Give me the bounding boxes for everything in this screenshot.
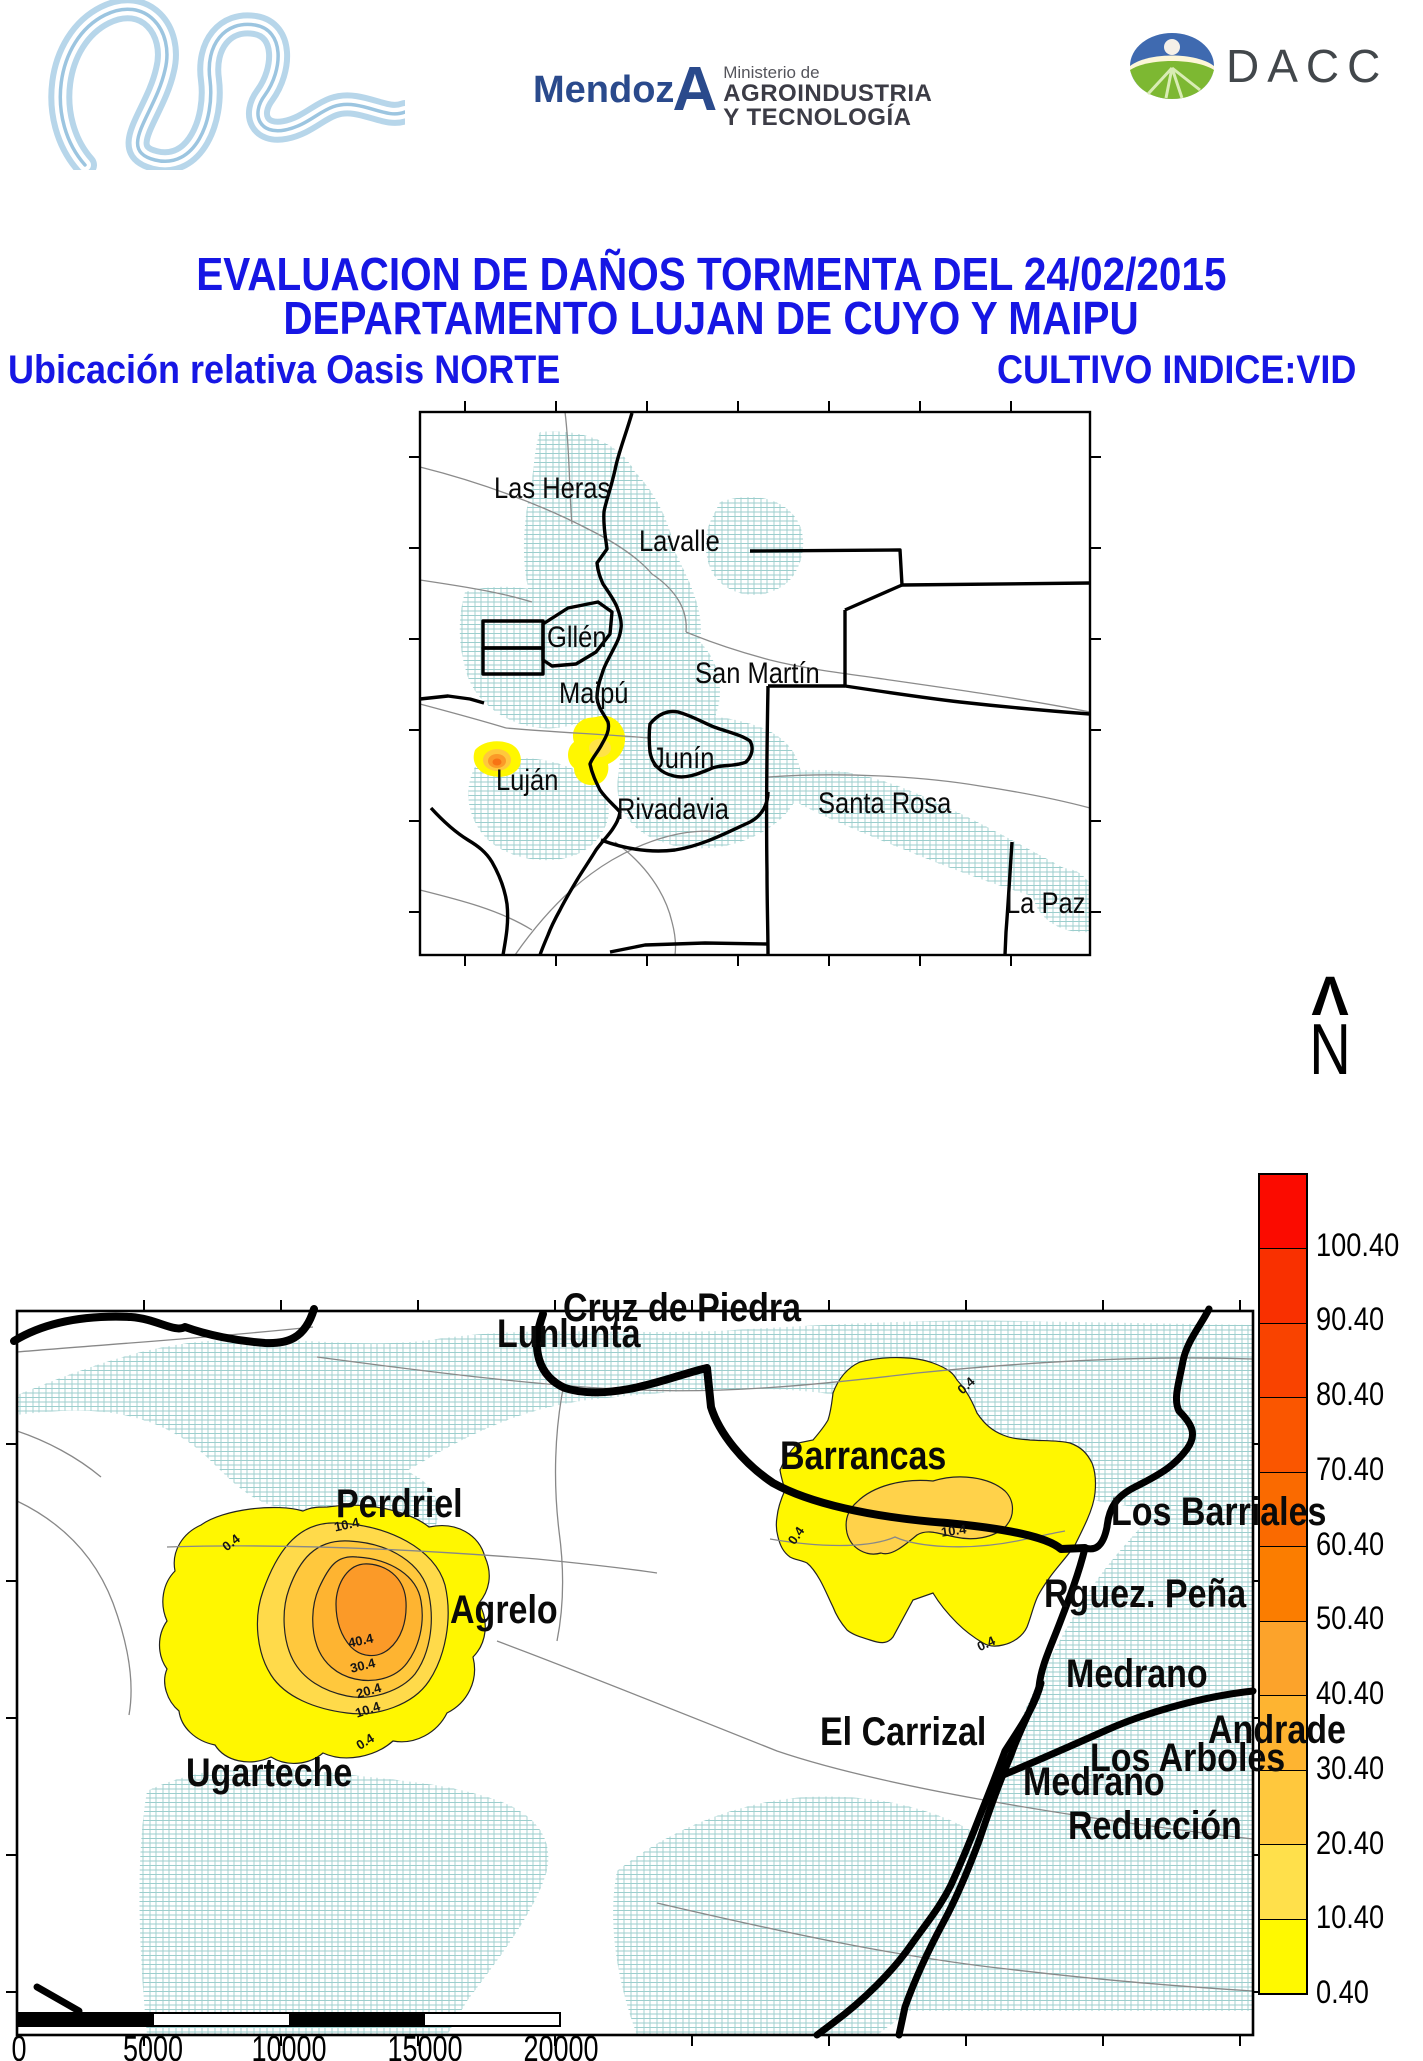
colorbar-tick-80: 80.40 [1316, 1376, 1385, 1412]
colorbar-tick-70: 70.40 [1316, 1451, 1385, 1487]
scalebar-tick-10000: 10000 [251, 2028, 327, 2061]
ministry-small-text: Ministerio de [723, 63, 820, 82]
scalebar-segment [288, 2014, 424, 2025]
region-label-las-heras: Las Heras [494, 472, 611, 505]
place-label-lunlunta: Lunlunta [497, 1312, 641, 1356]
ministry-name-block: Ministerio de AGROINDUSTRIA Y TECNOLOGÍA [723, 55, 932, 130]
colorbar-segment [1260, 1620, 1306, 1696]
scalebar-tick-0: 0 [11, 2028, 27, 2061]
colorbar-tick-50: 50.40 [1316, 1600, 1385, 1636]
place-label-cruz-de-piedra: Cruz de Piedra [563, 1286, 802, 1330]
place-label-perdriel: Perdriel [336, 1482, 463, 1526]
colorbar-segment [1260, 1546, 1306, 1621]
dacc-label: DACC [1226, 40, 1389, 92]
scalebar-tick-15000: 15000 [387, 2028, 463, 2061]
colorbar-tick-30: 30.40 [1316, 1750, 1385, 1786]
mendoza-ministry-logo: Mendoz A Ministerio de AGROINDUSTRIA Y T… [533, 55, 932, 130]
colorbar-tick-60: 60.40 [1316, 1526, 1385, 1562]
region-label-maipu: Maipú [559, 677, 629, 710]
colorbar-tick-100: 100.40 [1316, 1227, 1400, 1263]
contour-label: 10.4 [940, 1521, 968, 1540]
region-label-gllen: Gllén [547, 621, 607, 654]
place-label-medrano-lower: Medrano [1023, 1760, 1165, 1804]
region-label-junin: Junín [652, 742, 715, 775]
scalebar-segment [19, 2014, 154, 2025]
north-arrow-icon: Λ [1311, 964, 1349, 1027]
region-label-san-martin: San Martín [695, 657, 820, 690]
colorbar-segment [1260, 1248, 1306, 1323]
scalebar-segment [423, 2014, 559, 2025]
colorbar-segment [1260, 1695, 1306, 1770]
colorbar-segment [1260, 1844, 1306, 1919]
north-label: N [1309, 1010, 1351, 1090]
scalebar-tick-20000: 20000 [523, 2028, 599, 2061]
place-label-agrelo: Agrelo [450, 1588, 558, 1632]
title-line-1: EVALUACION DE DAÑOS TORMENTA DEL 24/02/2… [196, 248, 1227, 300]
scalebar-segment [153, 2014, 289, 2025]
colorbar-segment [1260, 1471, 1306, 1547]
region-label-rivadavia: Rivadavia [617, 793, 729, 826]
damage-colorbar [1258, 1173, 1308, 1995]
dacc-logo: DACC [1128, 30, 1388, 102]
colorbar-tick-40: 40.40 [1316, 1675, 1385, 1711]
place-label-reduccion: Reducción [1068, 1804, 1242, 1848]
colorbar-tick-20: 20.40 [1316, 1825, 1385, 1861]
colorbar-tick-10: 10.40 [1316, 1899, 1385, 1935]
mendoza-brand-a: A [672, 55, 718, 124]
region-label-lujan: Luján [496, 764, 559, 797]
title-line-2: DEPARTAMENTO LUJAN DE CUYO Y MAIPU [283, 292, 1140, 344]
colorbar-segment [1260, 1769, 1306, 1845]
report-title: EVALUACION DE DAÑOS TORMENTA DEL 24/02/2… [0, 248, 1423, 344]
map-scalebar [17, 2012, 561, 2027]
place-label-rguez-pena: Rguez. Peña [1044, 1572, 1247, 1616]
overview-map [409, 401, 1101, 966]
place-label-andrade: Andrade [1208, 1708, 1346, 1752]
ministry-line1: AGROINDUSTRIA [723, 80, 933, 107]
colorbar-segment [1260, 1918, 1306, 1993]
place-label-el-carrizal: El Carrizal [820, 1710, 987, 1754]
subtitle-right: CULTIVO INDICE:VID [997, 348, 1357, 392]
place-label-ugarteche: Ugarteche [186, 1751, 353, 1795]
main-map [6, 1300, 1264, 2046]
dacc-globe-icon [1130, 33, 1214, 99]
region-label-la-paz: La Paz [1006, 887, 1086, 920]
place-label-los-arboles: Los Arboles [1090, 1736, 1286, 1780]
scalebar-tick-5000: 5000 [122, 2028, 184, 2061]
ministry-line2: Y TECNOLOGÍA [723, 104, 912, 131]
region-label-santa-rosa: Santa Rosa [818, 787, 952, 820]
north-indicator: Λ N [1284, 964, 1376, 1090]
mendoza-brand-text: Mendoz [533, 69, 675, 111]
place-label-los-barriales: Los Barriales [1111, 1490, 1327, 1534]
place-label-barrancas: Barrancas [780, 1434, 947, 1478]
colorbar-tick-90: 90.40 [1316, 1301, 1385, 1337]
place-label-medrano-upper: Medrano [1066, 1652, 1208, 1696]
region-label-lavalle: Lavalle [639, 525, 720, 558]
ribbon-logo [48, 0, 405, 170]
colorbar-segment [1260, 1175, 1306, 1249]
subtitle-left: Ubicación relativa Oasis NORTE [8, 348, 561, 392]
colorbar-segment [1260, 1322, 1306, 1398]
colorbar-segment [1260, 1397, 1306, 1472]
colorbar-tick-0: 0.40 [1316, 1974, 1369, 2010]
